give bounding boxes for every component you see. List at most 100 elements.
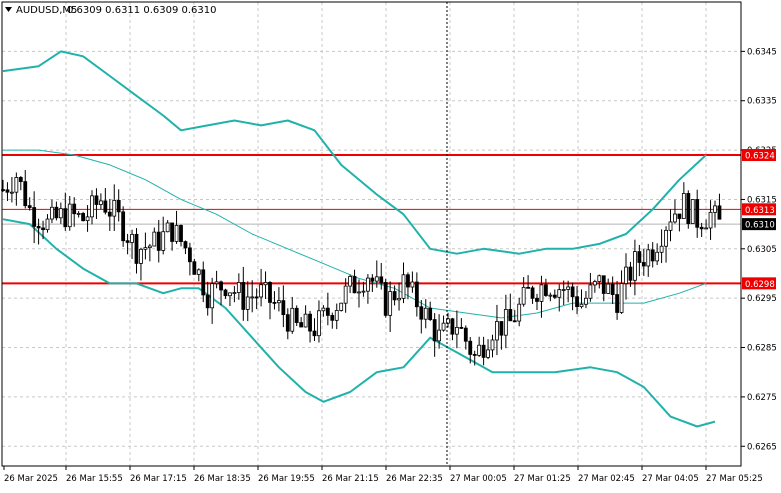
- candle-body: [50, 206, 54, 220]
- x-tick-label: 26 Mar 15:55: [66, 474, 123, 484]
- candle-body: [352, 276, 357, 294]
- candle-body: [94, 195, 99, 205]
- candle-body: [303, 313, 308, 328]
- candle-body: [27, 205, 32, 208]
- candle-body: [655, 251, 660, 262]
- candle-body: [285, 314, 290, 332]
- price-level-tag-label: 0.6298: [745, 280, 775, 290]
- y-tick-label: 0.6315: [747, 195, 777, 205]
- price-level-tag-label: 0.6324: [745, 152, 775, 162]
- price-level-tag: [742, 203, 776, 216]
- candle-body: [187, 247, 192, 263]
- current-price-tag: [742, 218, 776, 231]
- price-tags: 0.6324 0.6313 0.6298 0.6310: [742, 149, 776, 290]
- candle-body: [686, 193, 691, 224]
- candle-body: [325, 307, 330, 316]
- candle-body: [615, 294, 619, 313]
- candle-body: [308, 313, 312, 332]
- candle-body: [441, 322, 446, 331]
- candle-body: [388, 291, 393, 316]
- candle-body: [690, 199, 695, 224]
- candle-body: [512, 320, 517, 323]
- candle-body: [637, 251, 642, 263]
- candle-body: [214, 281, 219, 285]
- candle-body: [641, 262, 646, 267]
- candle-body: [681, 193, 686, 219]
- candle-body: [450, 318, 455, 335]
- candle-body: [272, 302, 277, 304]
- candle-body: [254, 296, 259, 299]
- candle-body: [152, 231, 157, 247]
- candle-body: [210, 283, 215, 309]
- candle-body: [597, 275, 602, 282]
- candle-body: [379, 276, 384, 283]
- candle-body: [72, 203, 77, 215]
- middle-band-line: [3, 149, 707, 319]
- candle-body: [659, 245, 664, 253]
- candle-body: [397, 297, 401, 301]
- price-level-tag-label: 0.6313: [745, 206, 775, 216]
- candle-body: [437, 329, 442, 342]
- candle-body: [561, 289, 566, 291]
- candle-body: [76, 213, 81, 215]
- candle-body: [18, 177, 23, 183]
- candle-body: [236, 282, 241, 293]
- candle-body: [446, 318, 450, 324]
- candle-body: [695, 199, 700, 228]
- candle-body: [245, 296, 250, 310]
- candle-body: [406, 274, 410, 288]
- candle-body: [410, 281, 415, 288]
- candle-body: [156, 231, 161, 251]
- x-tick-label: 26 Mar 17:15: [130, 474, 187, 484]
- candle-body: [250, 296, 255, 299]
- x-tick-label: 27 Mar 05:25: [706, 474, 763, 484]
- upper-band-line: [2, 50, 707, 255]
- time-axis[interactable]: 26 Mar 2025 26 Mar 15:55 26 Mar 17:15 26 Ma…: [3, 466, 763, 484]
- candle-body: [619, 283, 624, 313]
- x-tick-label: 27 Mar 02:45: [578, 474, 635, 484]
- candle-body: [90, 195, 94, 218]
- candle-body: [477, 344, 482, 356]
- candle-body: [241, 282, 246, 310]
- candle-body: [5, 189, 10, 193]
- x-tick-label: 26 Mar 21:15: [322, 474, 379, 484]
- candle-body: [606, 283, 611, 294]
- candle-body: [490, 339, 495, 351]
- candle-body: [486, 349, 490, 358]
- candle-body: [321, 307, 326, 312]
- candle-body: [192, 261, 197, 275]
- candle-body: [134, 233, 139, 264]
- candle-body: [673, 213, 677, 223]
- x-tick-label: 26 Mar 18:35: [194, 474, 251, 484]
- candle-body: [41, 227, 45, 231]
- candle-body: [539, 284, 544, 302]
- candle-body: [699, 226, 704, 230]
- candle-body: [677, 213, 682, 219]
- candle-body: [125, 240, 130, 243]
- candle-body: [414, 281, 419, 308]
- candle-body: [526, 286, 530, 289]
- x-tick-label: 26 Mar 22:35: [386, 474, 443, 484]
- candle-body: [530, 287, 535, 299]
- candle-body: [557, 289, 562, 298]
- candlesticks: [1, 170, 722, 366]
- candle-body: [139, 248, 143, 264]
- candle-body: [179, 225, 183, 242]
- candle-body: [401, 274, 406, 299]
- candle-body: [67, 203, 72, 228]
- candle-body: [472, 354, 477, 356]
- candle-body: [468, 340, 473, 355]
- candle-body: [112, 199, 117, 217]
- candle-body: [365, 277, 370, 292]
- candle-body: [58, 208, 63, 219]
- candle-body: [205, 294, 210, 309]
- candle-body: [650, 249, 655, 262]
- candle-body: [263, 282, 268, 286]
- candle-body: [201, 269, 206, 296]
- x-tick-label: 26 Mar 19:55: [258, 474, 315, 484]
- candle-body: [428, 307, 433, 320]
- x-tick-label: 27 Mar 04:05: [642, 474, 699, 484]
- triangle-down-icon[interactable]: [5, 7, 12, 12]
